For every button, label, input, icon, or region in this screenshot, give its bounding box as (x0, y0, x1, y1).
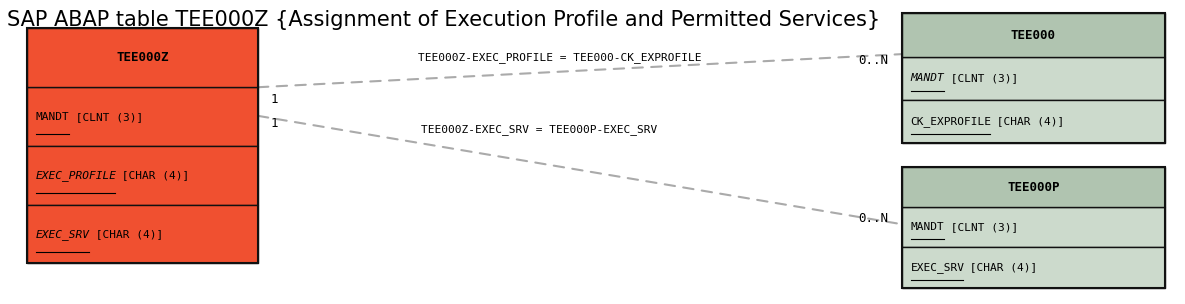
Bar (27, 29, 258, 87)
Bar (902, 247, 1165, 288)
Text: 0..N: 0..N (858, 212, 888, 225)
Text: TEE000Z-EXEC_PROFILE = TEE000-CK_EXPROFILE: TEE000Z-EXEC_PROFILE = TEE000-CK_EXPROFI… (417, 52, 702, 63)
Text: TEE000Z-EXEC_SRV = TEE000P-EXEC_SRV: TEE000Z-EXEC_SRV = TEE000P-EXEC_SRV (421, 124, 658, 135)
Text: [CHAR (4)]: [CHAR (4)] (115, 170, 190, 180)
Text: 1: 1 (271, 117, 278, 130)
Bar (902, 13, 1165, 57)
Bar (27, 146, 258, 205)
Bar (27, 87, 258, 146)
Bar (902, 207, 1165, 247)
Text: [CHAR (4)]: [CHAR (4)] (89, 229, 162, 239)
Text: TEE000Z: TEE000Z (116, 51, 169, 64)
Bar (902, 167, 1165, 288)
Text: [CLNT (3)]: [CLNT (3)] (943, 222, 1018, 232)
Bar (27, 29, 258, 264)
Bar (902, 167, 1165, 207)
Text: [CLNT (3)]: [CLNT (3)] (943, 73, 1018, 83)
Text: MANDT: MANDT (910, 73, 944, 83)
Text: EXEC_SRV: EXEC_SRV (910, 262, 965, 273)
Bar (902, 57, 1165, 100)
Text: SAP ABAP table TEE000Z {Assignment of Execution Profile and Permitted Services}: SAP ABAP table TEE000Z {Assignment of Ex… (7, 10, 880, 30)
Text: 1: 1 (271, 93, 278, 106)
Text: TEE000P: TEE000P (1007, 181, 1059, 194)
Text: EXEC_PROFILE: EXEC_PROFILE (36, 170, 116, 181)
Text: [CHAR (4)]: [CHAR (4)] (989, 116, 1064, 126)
Text: [CHAR (4)]: [CHAR (4)] (963, 262, 1038, 272)
Text: EXEC_SRV: EXEC_SRV (36, 229, 90, 240)
Text: 0..N: 0..N (858, 54, 888, 67)
Bar (902, 100, 1165, 143)
Text: [CLNT (3)]: [CLNT (3)] (69, 112, 143, 122)
Text: MANDT: MANDT (910, 222, 944, 232)
Text: MANDT: MANDT (36, 112, 70, 122)
Bar (27, 205, 258, 264)
Bar (902, 13, 1165, 143)
Text: TEE000: TEE000 (1011, 29, 1056, 42)
Text: CK_EXPROFILE: CK_EXPROFILE (910, 116, 992, 127)
